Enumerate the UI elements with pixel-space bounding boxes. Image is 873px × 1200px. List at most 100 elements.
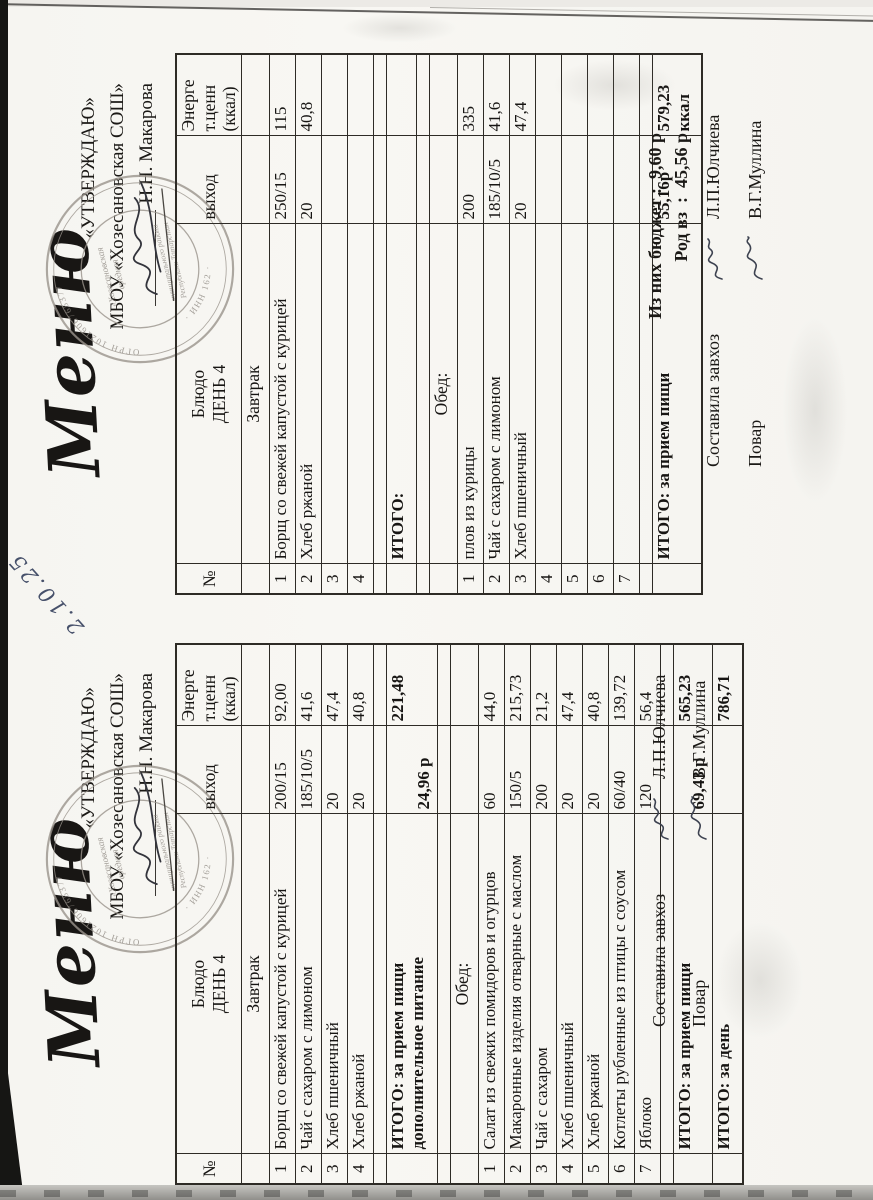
col-header-energy-line3: (ккал) — [219, 86, 240, 132]
cell-kcal — [561, 54, 588, 136]
cell-num: 4 — [347, 564, 374, 594]
cell-kcal: 335 — [457, 54, 484, 136]
cell-dish: ИТОГО: за день — [712, 814, 743, 1154]
cell-dish: Хлеб ржаной — [347, 814, 374, 1154]
cell-dish: ИТОГО: — [386, 224, 417, 564]
cell-num: 7 — [613, 564, 640, 594]
cell-line: ИТОГО: за прием пищи — [387, 962, 407, 1150]
cell-kcal — [429, 54, 458, 136]
cell-dish — [321, 224, 348, 564]
cell-num: 2 — [504, 1154, 531, 1184]
table-row-item: 4 Хлеб ржаной 20 40,8 — [347, 644, 374, 1184]
table-row-item: 1 Борщ со свежей капустой с курицей 250/15… — [269, 54, 296, 594]
cell-kcal: 47,4 — [556, 644, 583, 726]
cell-out — [416, 136, 430, 224]
cell-kcal — [373, 54, 387, 136]
cell-num — [639, 564, 653, 594]
cell-out: 20 — [582, 726, 609, 814]
cell-num: 5 — [582, 1154, 609, 1184]
cell-out — [429, 136, 458, 224]
cook-row: Повар В.Г.Муллина — [742, 121, 766, 467]
cell-num — [416, 564, 430, 594]
cell-out — [347, 136, 374, 224]
cell-num: 1 — [269, 564, 296, 594]
compiled-by-signature-icon — [707, 238, 723, 280]
cell-kcal: 40,8 — [347, 644, 374, 726]
table-row-item: 1 Салат из свежих помидоров и огурцов 60 44… — [478, 644, 505, 1184]
cell-num: 3 — [509, 564, 536, 594]
cell-num — [712, 1154, 743, 1184]
cell-out: 250/15 — [269, 136, 296, 224]
table-header-row: № Блюдо ДЕНЬ 4 выход Энерге т.ценн (ккал… — [176, 644, 242, 1184]
compiled-by-row: Составила завхоз Л.П.Юлчиева — [700, 115, 724, 467]
cell-out: 20 — [295, 136, 322, 224]
cell-kcal — [535, 54, 562, 136]
table-row-item: 1 Борщ со свежей капустой с курицей 200/15… — [269, 644, 296, 1184]
cell-dish — [373, 814, 387, 1154]
compiled-by-signature-icon — [653, 798, 669, 840]
cell-dish: Чай с сахаром — [530, 814, 557, 1154]
cell-out — [386, 136, 417, 224]
col-header-out: выход — [176, 726, 242, 814]
cell-kcal — [587, 54, 614, 136]
table-row-section: Обед: — [450, 644, 479, 1184]
cell-out: 60 — [478, 726, 505, 814]
table-row-item: 2 Макаронные изделия отварные с маслом 150… — [504, 644, 531, 1184]
cell-num: 6 — [608, 1154, 635, 1184]
cook-row: Повар В.Г.Муллина — [686, 681, 710, 1027]
table-row-item: 3 — [321, 54, 348, 594]
table-row-item: 5 Хлеб ржаной 20 40,8 — [582, 644, 609, 1184]
cell-line: ккал — [673, 93, 693, 132]
cell-num: 7 — [634, 1154, 661, 1184]
table-row-section: Завтрак — [241, 644, 270, 1184]
cell-kcal — [241, 54, 270, 136]
round-stamp-icon: ОГРН 1021606765377 · ИНН 162 · «Хозесано… — [45, 174, 235, 367]
table-row-item: 7 — [613, 54, 640, 594]
cell-num — [673, 1154, 713, 1184]
cell-num: 4 — [556, 1154, 583, 1184]
table-header-row: № Блюдо ДЕНЬ 4 выход Энерге т.ценн (ккал… — [176, 54, 242, 594]
cell-kcal: 115 — [269, 54, 296, 136]
cell-dish — [416, 224, 430, 564]
cell-out: 185/10/5 — [295, 726, 322, 814]
cell-kcal: 47,4 — [321, 644, 348, 726]
table-row-total2: ИТОГО: за прием пищи дополнительное питан… — [386, 644, 438, 1184]
table-row-item: 2 Чай с сахаром с лимоном 185/10/5 41,6 — [483, 54, 510, 594]
cell-num — [241, 564, 270, 594]
col-header-energy: Энерге т.ценн (ккал) — [176, 644, 242, 726]
cook-label: Повар — [745, 419, 765, 467]
col-header-out: выход — [176, 136, 242, 224]
cell-kcal — [386, 54, 417, 136]
cell-kcal: 40,8 — [295, 54, 322, 136]
cell-out: 185/10/5 — [483, 136, 510, 224]
compiled-by-name: Л.П.Юлчиева — [703, 114, 723, 219]
cell-dish — [561, 224, 588, 564]
cell-out: 20 — [321, 726, 348, 814]
col-header-energy-line1: Энерге — [178, 669, 198, 722]
director-signature-icon — [132, 772, 175, 892]
cell-num: 3 — [530, 1154, 557, 1184]
cell-dish: Хлеб ржаной — [582, 814, 609, 1154]
budget-total-line: Из них бюджет : 9,60 р — [645, 133, 665, 319]
cell-dish: Обед: — [450, 814, 479, 1154]
cell-num: 3 — [321, 1154, 348, 1184]
cell-kcal — [437, 644, 451, 726]
table-row-section: Обед: — [429, 54, 458, 594]
cell-dish: Хлеб пшеничный — [321, 814, 348, 1154]
table-row-item: 6 Котлеты рубленные из птицы с соусом 60/4… — [608, 644, 635, 1184]
director-signature-icon — [132, 182, 175, 302]
cell-dish: Борщ со свежей капустой с курицей — [269, 814, 296, 1154]
cell-num — [386, 564, 417, 594]
scan-edge-top — [0, 0, 873, 7]
cell-kcal: 786,71 — [712, 644, 743, 726]
cell-dish: Хлеб ржаной — [295, 224, 322, 564]
table-row-item: 1 плов из курицы 200 335 — [457, 54, 484, 594]
cell-num: 6 — [587, 564, 614, 594]
col-header-energy-line2: т.ценн — [198, 84, 219, 132]
cell-dish: Котлеты рубленные из птицы с соусом — [608, 814, 635, 1154]
cook-name: В.Г.Муллина — [689, 680, 709, 779]
cell-out — [712, 726, 743, 814]
cell-out: 20 — [347, 726, 374, 814]
